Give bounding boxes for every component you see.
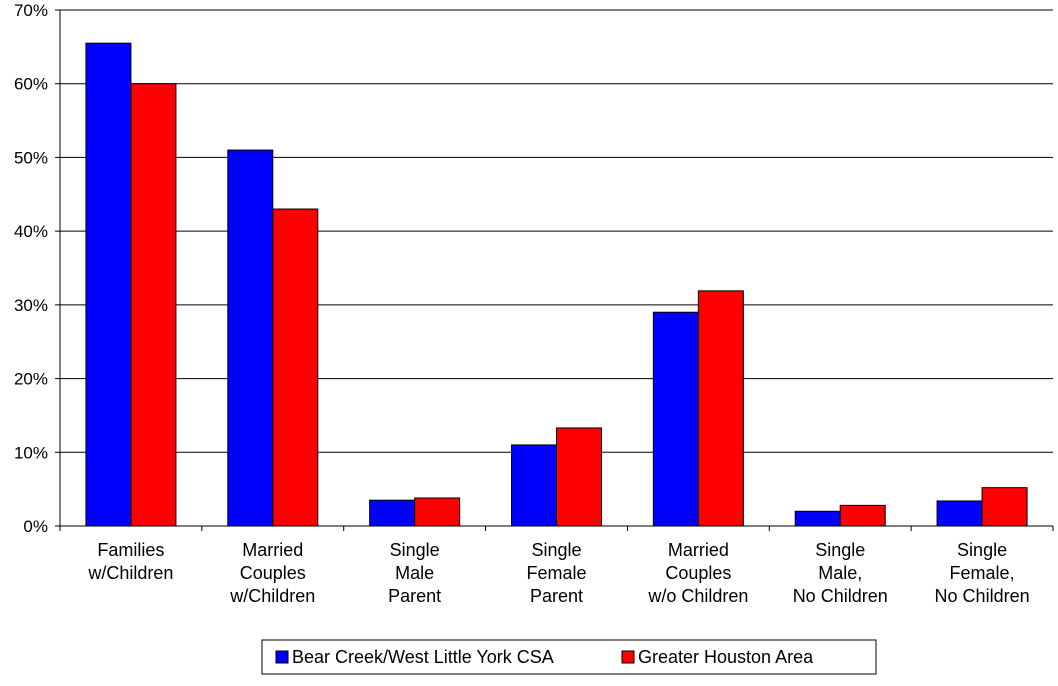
x-category-label: Single Female Parent (526, 540, 586, 606)
x-category-line: Parent (530, 586, 583, 606)
axes (55, 9, 1054, 531)
bar-greater-houston (130, 83, 177, 527)
x-category-line: Married (668, 540, 729, 560)
x-category-line: Families (97, 540, 164, 560)
y-tick-labels: 0% 10% 20% 30% 40% 50% 60% 70% (14, 1, 48, 536)
x-category-line: Male, (818, 563, 862, 583)
x-category-line: No Children (793, 586, 888, 606)
bar-greater-houston (556, 427, 602, 527)
bar-bear-creek (369, 499, 416, 527)
y-tick-label: 70% (14, 1, 48, 20)
legend: Bear Creek/West Little York CSA Greater H… (261, 639, 877, 675)
bar-greater-houston (272, 208, 319, 527)
x-category-line: Single (815, 540, 865, 560)
x-category-line: Couples (240, 563, 306, 583)
x-category-label: Single Male Parent (388, 540, 441, 606)
x-category-line: Married (242, 540, 303, 560)
bar-greater-houston (414, 497, 461, 527)
x-tick-labels: Families w/Children Married Couples w/Childr… (87, 540, 1029, 606)
x-category-line: Female, (950, 563, 1015, 583)
x-category-line: Single (957, 540, 1007, 560)
legend-swatch-bear-creek (275, 650, 289, 664)
legend-label: Bear Creek/West Little York CSA (292, 647, 554, 667)
x-category-line: No Children (935, 586, 1030, 606)
x-category-line: Parent (388, 586, 441, 606)
bar-greater-houston (697, 290, 744, 527)
x-category-line: Male (395, 563, 434, 583)
bar-bear-creek (794, 510, 841, 527)
bar-bear-creek (85, 42, 132, 527)
y-tick-label: 40% (14, 222, 48, 241)
bar-bear-creek (652, 311, 699, 527)
x-category-line: w/o Children (647, 586, 748, 606)
y-tick-label: 10% (14, 443, 48, 462)
x-category-line: Female (526, 563, 586, 583)
y-tick-label: 50% (14, 148, 48, 167)
bar-greater-houston (981, 487, 1028, 527)
legend-label: Greater Houston Area (638, 647, 814, 667)
x-category-line: Couples (665, 563, 731, 583)
y-tick-label: 60% (14, 75, 48, 94)
bar-greater-houston (839, 504, 886, 527)
y-tick-label: 30% (14, 296, 48, 315)
x-category-line: Single (531, 540, 581, 560)
bars (85, 42, 1028, 527)
y-tick-label: 20% (14, 370, 48, 389)
x-category-line: w/Children (229, 586, 315, 606)
x-category-line: Single (390, 540, 440, 560)
bar-bear-creek (511, 444, 557, 527)
y-tick-label: 0% (23, 517, 48, 536)
x-category-label: Single Female, No Children (935, 540, 1030, 606)
legend-swatch-greater-houston (621, 650, 635, 664)
x-category-label: Families w/Children (87, 540, 173, 583)
x-category-label: Married Couples w/o Children (647, 540, 748, 606)
x-category-label: Single Male, No Children (793, 540, 888, 606)
bar-bear-creek (936, 500, 983, 527)
x-category-label: Married Couples w/Children (229, 540, 315, 606)
bar-bear-creek (227, 149, 274, 527)
legend-box (261, 639, 877, 675)
x-category-line: w/Children (87, 563, 173, 583)
gridlines (60, 9, 1053, 453)
